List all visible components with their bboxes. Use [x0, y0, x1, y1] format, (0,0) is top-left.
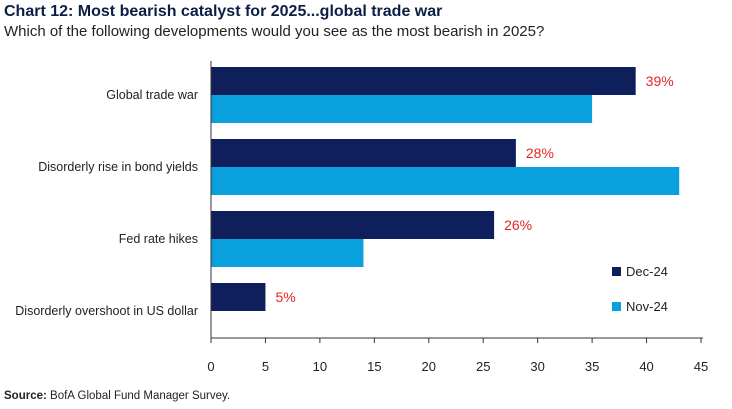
chart-title: Chart 12: Most bearish catalyst for 2025…: [4, 3, 443, 20]
legend-label: Dec-24: [626, 264, 668, 279]
data-label: 26%: [504, 217, 532, 233]
bar-nov-24: [211, 167, 680, 195]
category-label: Global trade war: [106, 88, 198, 102]
x-tick-label: 0: [207, 359, 214, 374]
source-label: Source:: [4, 390, 47, 402]
legend-swatch: [612, 302, 621, 311]
x-tick-label: 35: [585, 359, 599, 374]
source-text: BofA Global Fund Manager Survey.: [50, 390, 231, 402]
bar-nov-24: [211, 239, 364, 267]
source-note: Source: BofA Global Fund Manager Survey.: [4, 390, 230, 402]
x-tick-label: 5: [262, 359, 269, 374]
category-label: Disorderly rise in bond yields: [38, 160, 198, 174]
x-tick-label: 15: [367, 359, 381, 374]
x-tick-label: 40: [639, 359, 653, 374]
x-tick-label: 25: [476, 359, 490, 374]
bar-dec-24: [211, 211, 495, 239]
category-label: Disorderly overshoot in US dollar: [15, 304, 198, 318]
x-tick-label: 30: [530, 359, 544, 374]
bar-nov-24: [211, 95, 593, 123]
category-label: Fed rate hikes: [119, 232, 198, 246]
legend-swatch: [612, 267, 621, 276]
bar-dec-24: [211, 139, 516, 167]
x-tick-label: 45: [694, 359, 708, 374]
x-tick-label: 10: [313, 359, 327, 374]
bar-dec-24: [211, 283, 266, 311]
legend-label: Nov-24: [626, 299, 668, 314]
data-label: 39%: [646, 73, 674, 89]
data-label: 28%: [526, 145, 554, 161]
data-label: 5%: [275, 289, 295, 305]
bar-dec-24: [211, 67, 636, 95]
chart-subtitle: Which of the following developments woul…: [4, 23, 545, 40]
x-tick-label: 20: [422, 359, 436, 374]
